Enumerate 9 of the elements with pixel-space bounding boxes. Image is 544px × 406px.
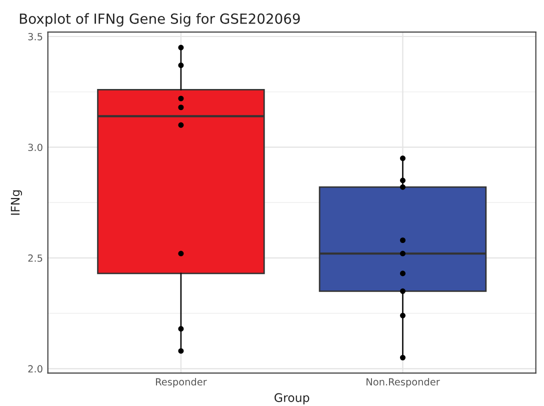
chart-title: Boxplot of IFNg Gene Sig for GSE202069 — [20, 13, 300, 27]
y-tick-label: 3.5 — [28, 32, 42, 40]
y-tick-label: 2.5 — [28, 254, 42, 262]
y-axis-title: IFNg — [10, 190, 22, 215]
x-tick-label: Non.Responder — [366, 378, 440, 388]
y-tick-label: 2.0 — [28, 365, 42, 373]
x-axis-title: Group — [274, 393, 310, 404]
x-tick-label: Responder — [156, 378, 207, 388]
y-tick-label: 3.0 — [28, 144, 42, 152]
